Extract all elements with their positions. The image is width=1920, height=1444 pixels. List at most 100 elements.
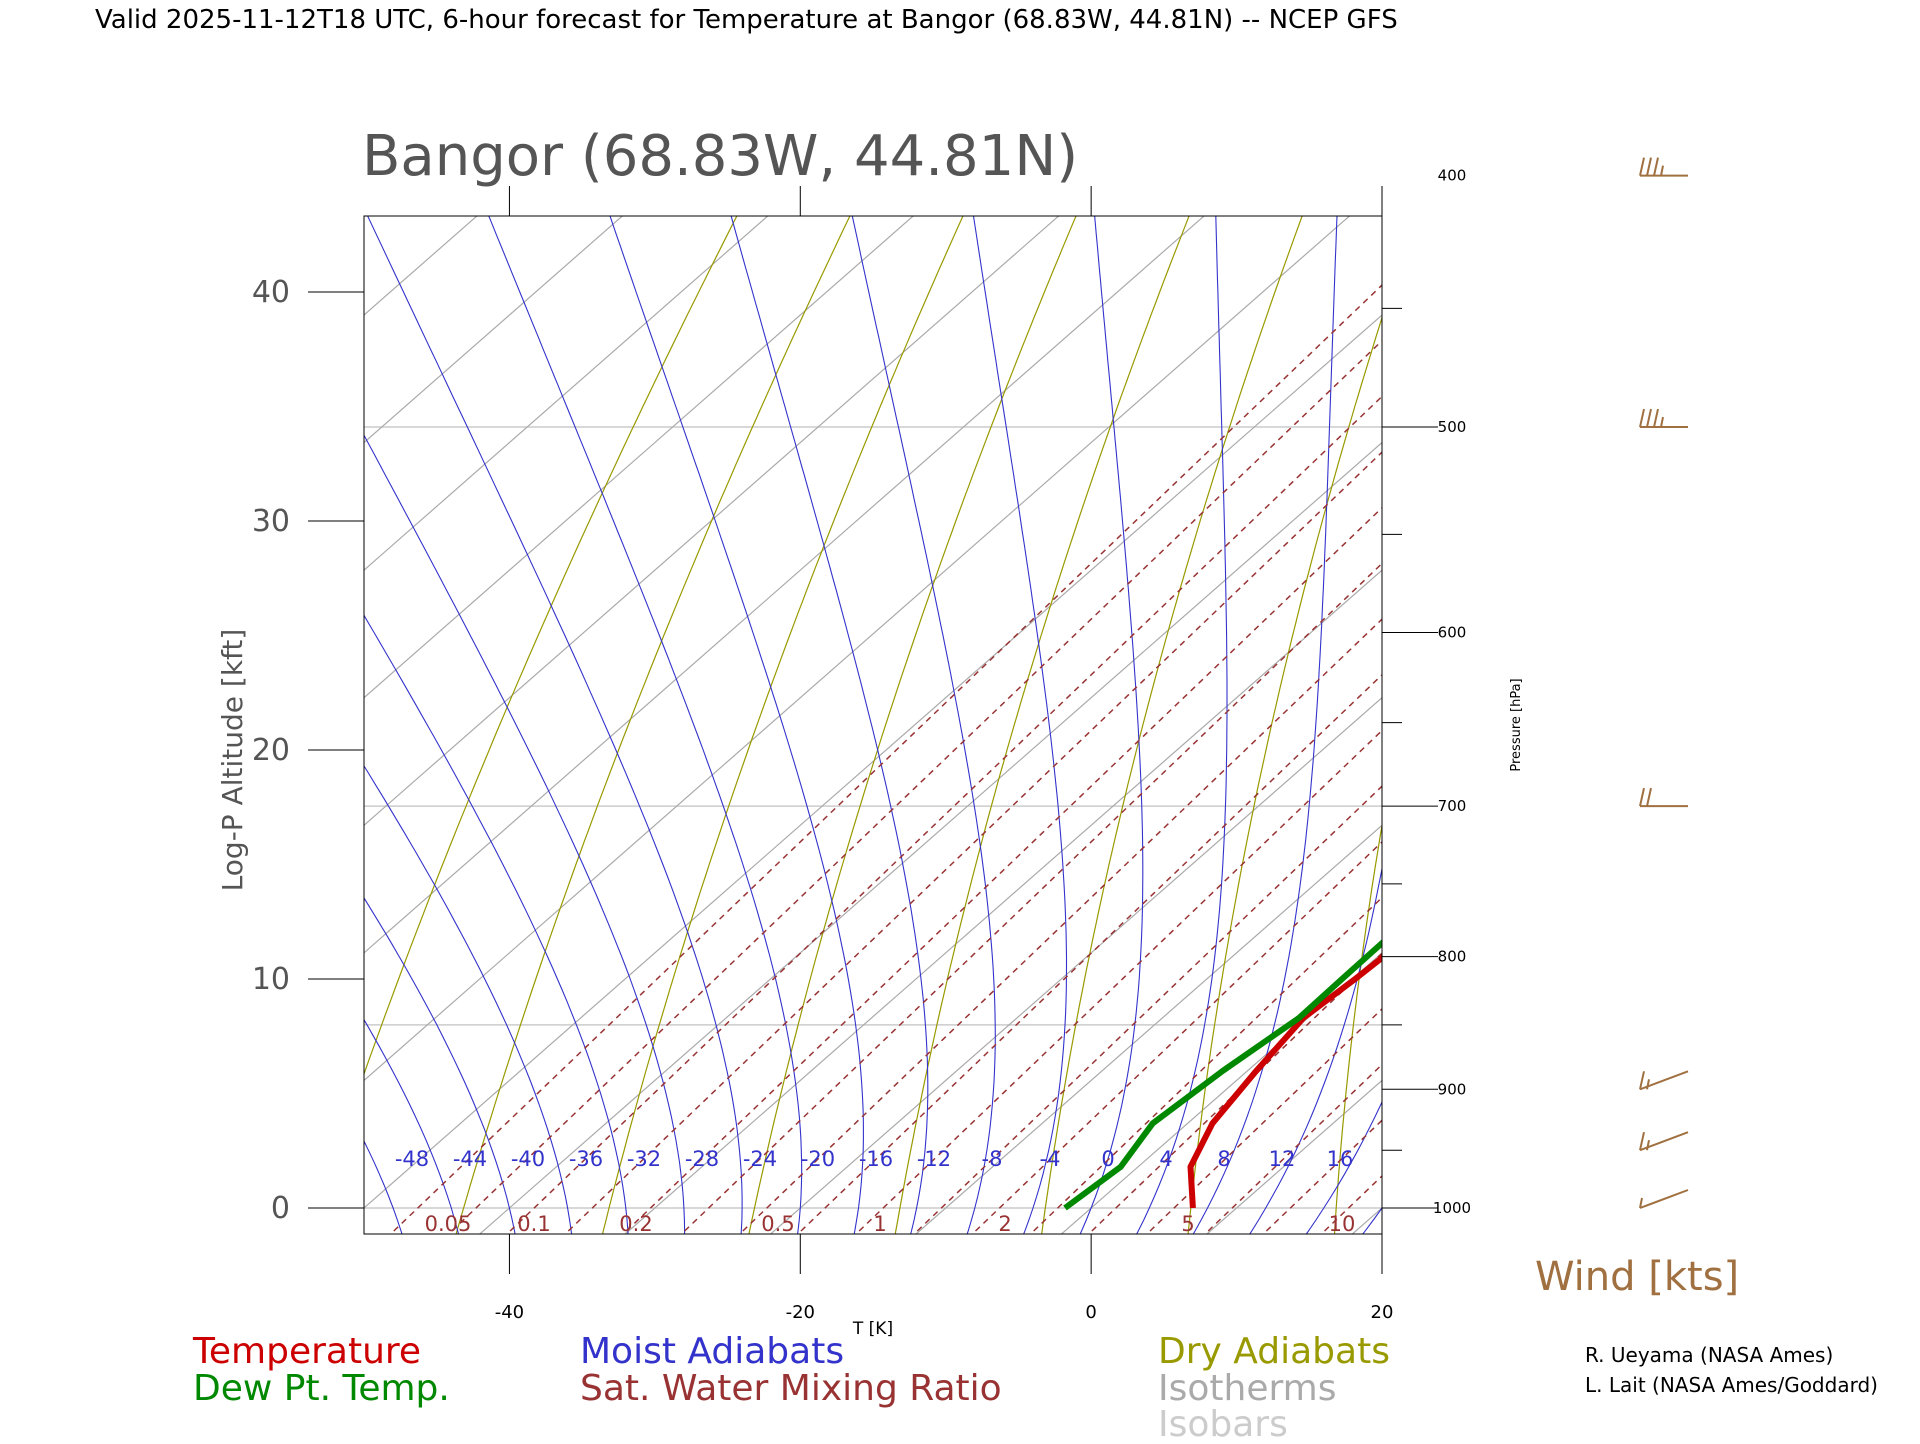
isotherm-line [0,155,692,1254]
mixing-ratio-line [1184,155,1920,1254]
legend-temperature: Temperature [192,1331,421,1372]
dry-adiabat-line [1908,155,1920,1254]
pressure-tick-label: 600 [1438,623,1467,641]
moist-adiabat-line [964,155,1066,1254]
isotherm-line [21,155,1274,1254]
moist-adiabat-label: -28 [685,1147,719,1171]
moist-adiabat-label: -24 [743,1147,777,1171]
mixing-ratio-label: 0.5 [761,1212,794,1236]
moist-adiabat-label: -36 [569,1147,603,1171]
moist-adiabat-line [0,155,408,1254]
mixing-ratio-label: 5 [1181,1212,1194,1236]
chart-title: Bangor (68.83W, 44.81N) [362,124,1078,189]
page-header-title: Valid 2025-11-12T18 UTC, 6-hour forecast… [95,5,1398,35]
series-line-temperature [1191,223,1920,1208]
mixing-ratio-line [777,155,1920,1254]
y-tick-label: 40 [252,275,290,310]
moist-adiabat-label: -44 [453,1147,487,1171]
y-axis-label: Log-P Altitude [kft] [216,629,249,892]
moist-adiabat-label: -8 [982,1147,1003,1171]
wind-barb [1640,158,1688,176]
moist-adiabat-line [339,155,742,1254]
credit-line-1: R. Ueyama (NASA Ames) [1585,1343,1833,1367]
mixing-ratio-line [661,155,1809,1254]
mixing-ratio-line [1243,155,1920,1254]
legend-isotherms: Isotherms [1158,1368,1336,1409]
legend-dewpoint: Dew Pt. Temp. [193,1368,450,1409]
legend-dry-adiabats: Dry Adiabats [1158,1331,1390,1372]
moist-adiabat-label: 4 [1159,1147,1172,1171]
mixing-ratio-line [603,155,1751,1254]
isotherm-line [0,155,838,1254]
isotherm-line [0,155,401,1254]
wind-barb [1640,1190,1688,1208]
x-axis-label: T [K] [852,1319,893,1339]
pressure-tick-label: 900 [1438,1080,1467,1098]
moist-adiabat-label: -32 [627,1147,661,1171]
moist-adiabat-line [464,155,802,1254]
pressure-tick-label: 800 [1438,948,1467,966]
moist-adiabat-label: -20 [801,1147,835,1171]
dry-adiabat-line [303,155,768,1254]
wind-barbs [1640,0,1688,1208]
isotherm-line [1184,155,1920,1254]
isotherm-line [0,155,983,1254]
moist-adiabat-label: -40 [511,1147,545,1171]
moist-adiabat-line [89,155,629,1254]
y-tick-label: 30 [252,504,290,539]
moist-adiabat-line [589,155,863,1254]
x-tick-label: -20 [786,1302,815,1323]
mixing-ratio-label: 0.1 [517,1212,550,1236]
dry-adiabat-line [1770,155,1882,1254]
isotherm-line [603,155,1856,1254]
mixing-ratio-label: 1 [873,1212,886,1236]
wind-label: Wind [kts] [1535,1254,1739,1300]
isotherm-line [0,155,1129,1254]
legend-isobars: Isobars [1158,1404,1288,1440]
x-tick-label: 20 [1371,1302,1394,1323]
moist-adiabat-label: 12 [1269,1147,1296,1171]
y-tick-label: 10 [252,962,290,997]
pressure-tick-label: 400 [1438,167,1467,185]
isotherm-line [1039,155,1920,1254]
moist-adiabat-label: -12 [917,1147,951,1171]
moist-adiabat-label: -16 [859,1147,893,1171]
series-line-dew-pt-temp [1065,212,1920,1208]
mixing-ratio-label: 10 [1329,1212,1356,1236]
x-tick-label: -40 [495,1302,524,1323]
moist-adiabat-line [714,155,928,1254]
wind-barb [1640,409,1688,427]
pressure-tick-label: 1000 [1433,1199,1471,1217]
wind-barb [1640,1071,1688,1089]
moist-adiabat-line [0,155,574,1254]
dry-adiabat-line [1480,155,1658,1254]
axes: 010203040-40-200202003004005006007008009… [252,0,1471,1323]
legend-moist-adiabats: Moist Adiabats [580,1331,844,1372]
moist-adiabat-label: 8 [1217,1147,1230,1171]
profile-lines [1065,212,1920,1208]
moist-adiabat-label: -48 [395,1147,429,1171]
credit-line-2: L. Lait (NASA Ames/Goddard) [1585,1373,1878,1397]
isotherm-line [0,155,111,1254]
pressure-tick-label: 500 [1438,418,1467,436]
wind-barb [1640,788,1688,806]
mixing-ratio-label: 2 [998,1212,1011,1236]
isotherm-line [0,155,547,1254]
moist-adiabat-line [0,155,518,1254]
y-tick-label: 0 [271,1191,290,1226]
isotherm-line [166,155,1419,1254]
moist-adiabat-label: 16 [1327,1147,1354,1171]
pressure-tick-label: 700 [1438,797,1467,815]
isotherm-line [748,155,1920,1254]
moist-adiabat-label: -4 [1040,1147,1061,1171]
wind-barb [1640,1132,1688,1150]
y-tick-label: 20 [252,733,290,768]
mixing-ratio-label: 0.2 [619,1212,652,1236]
mixing-ratio-label: 0.05 [425,1212,472,1236]
mixing-ratio-line [719,155,1867,1254]
pressure-axis-label: Pressure [hPa] [1509,678,1524,771]
moist-adiabat-line [214,155,685,1254]
dry-adiabat-line [1627,155,1770,1254]
